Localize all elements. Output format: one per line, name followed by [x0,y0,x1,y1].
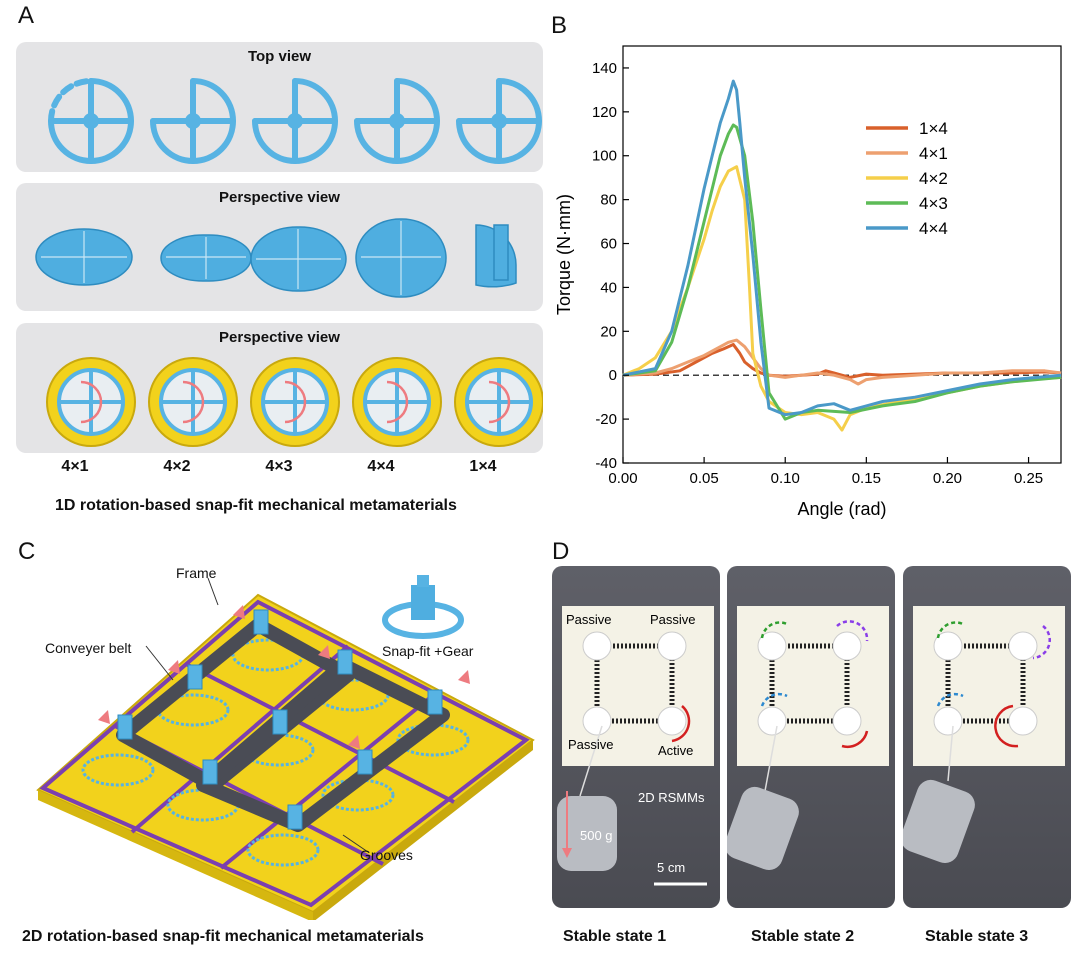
lattice-label: 1×4 [469,458,497,475]
ticks-group: 0.00 0.05 0.10 0.15 0.20 0.25 -40 -20 0 20 40 60 80 1… [592,60,1043,487]
legend-label: 4×2 [919,169,948,188]
stable-state-2-caption: Stable state 2 [751,928,855,945]
x-tick-label: 0.20 [933,470,962,487]
passive-label: Passive [650,612,696,627]
lattice-label: 4×2 [163,458,191,475]
y-tick-label: -20 [595,411,617,428]
rsmm-label: 2D RSMMs [638,790,705,805]
gear-peg-icon [117,714,133,740]
y-tick-label: 20 [600,323,617,340]
stable-state-1-photo: Passive Passive Passive Active 2D RSMMs … [552,566,720,908]
panel-a-caption: 1D rotation-based snap-fit mechanical me… [55,497,457,514]
frame-label: Frame [176,565,217,581]
y-tick-label: 120 [592,104,617,121]
assembled-gears [46,357,543,447]
stable-state-1-caption: Stable state 1 [563,928,667,945]
legend-label: 4×1 [919,144,948,163]
series-line-4×3 [622,123,1062,421]
y-tick-label: 140 [592,60,617,77]
y-tick-label: 0 [609,367,617,384]
x-tick-label: 0.00 [608,470,637,487]
grooves-label: Grooves [360,847,413,863]
perspective-gears [35,218,517,298]
panel-d-letter: D [552,538,570,565]
lattice-label: 4×3 [265,458,293,475]
rotation-arrow-icon [80,380,103,424]
top-view-row: Top view [16,42,543,172]
x-tick-label: 0.25 [1014,470,1043,487]
series-line-4×1 [622,338,1062,386]
assembled-view-row: Perspective view [16,323,543,453]
stable-state-3-caption: Stable state 3 [925,928,1029,945]
series-group [622,79,1062,432]
y-tick-label: -40 [595,455,617,472]
legend-label: 1×4 [919,119,948,138]
row-title: Perspective view [219,189,340,206]
panel-c-caption: 2D rotation-based snap-fit mechanical me… [22,928,424,945]
row-title: Perspective view [219,329,340,346]
y-axis-label: Torque (N·mm) [554,194,574,315]
panel-c-letter: C [18,538,36,565]
lattice-label: 4×4 [367,458,395,475]
y-tick-label: 40 [600,279,617,296]
x-tick-label: 0.15 [852,470,881,487]
passive-label: Passive [566,612,612,627]
stable-state-3-photo [903,566,1071,908]
panel-a-letter: A [18,2,35,29]
2d-metamaterial-illustration [36,575,535,920]
panel-b-letter: B [551,12,568,39]
y-tick-label: 100 [592,148,617,165]
torque-angle-chart: 0.00 0.05 0.10 0.15 0.20 0.25 -40 -20 0 20 40 60 80 1… [554,45,1062,519]
stable-state-2-photo [727,566,895,908]
series-line-4×2 [622,165,1062,432]
conveyer-belt-label: Conveyer belt [45,640,132,656]
top-view-rings [48,78,542,164]
x-axis-label: Angle (rad) [797,499,886,519]
series-line-4×4 [622,79,1062,417]
lattice-label: 4×1 [61,458,89,475]
row-title: Top view [247,48,312,65]
legend-label: 4×3 [919,194,948,213]
snap-fit-gear-icon [382,575,464,639]
plot-frame [622,45,1062,464]
perspective-view-row: Perspective view [16,183,543,311]
y-tick-label: 80 [600,192,617,209]
y-tick-label: 60 [600,236,617,253]
weight-label: 500 g [580,828,613,843]
passive-label: Passive [568,737,614,752]
legend-label: 4×4 [919,219,948,238]
active-label: Active [658,743,694,758]
legend: 1×4 4×1 4×2 4×3 4×4 [866,119,948,238]
x-tick-label: 0.10 [771,470,800,487]
x-tick-label: 0.05 [690,470,719,487]
gear-label: Snap-fit +Gear [382,643,474,659]
rotation-arrow-icon [671,705,691,743]
scale-label: 5 cm [657,860,686,875]
